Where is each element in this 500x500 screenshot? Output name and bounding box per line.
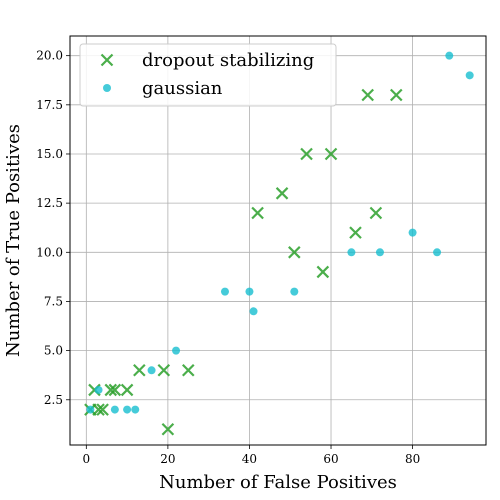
x-axis-label: Number of False Positives [159, 472, 397, 493]
data-point-dropout-stabilizing [161, 422, 175, 436]
data-point-dropout-stabilizing [316, 265, 330, 279]
y-tick-label: 17.5 [36, 98, 63, 112]
data-point-dropout-stabilizing [349, 226, 362, 239]
data-point-dropout-stabilizing [361, 88, 375, 102]
data-point-dropout-stabilizing [275, 187, 289, 200]
data-point-gaussian [445, 51, 454, 60]
legend-label: gaussian [142, 78, 223, 99]
x-tick-label: 40 [242, 452, 257, 466]
data-point-dropout-stabilizing [120, 383, 134, 397]
data-point-dropout-stabilizing [389, 88, 403, 102]
data-point-dropout-stabilizing [92, 403, 105, 416]
y-tick-label: 10.0 [36, 245, 63, 259]
plot-points [84, 51, 474, 436]
data-point-gaussian [347, 248, 356, 257]
y-tick-label: 12.5 [36, 196, 63, 210]
data-point-dropout-stabilizing [300, 147, 313, 161]
data-point-gaussian [94, 385, 103, 394]
y-axis: 2.5 5.0 7.5 10.0 12.5 15.0 17.5 20.0 [36, 49, 70, 407]
data-point-gaussian [220, 287, 229, 296]
data-point-gaussian [172, 346, 181, 355]
data-point-gaussian [249, 307, 258, 316]
data-point-dropout-stabilizing [181, 364, 195, 377]
y-tick-label: 5.0 [44, 344, 63, 358]
y-tick-label: 15.0 [36, 147, 63, 161]
data-point-dropout-stabilizing [251, 206, 264, 220]
x-tick-label: 80 [405, 452, 420, 466]
data-point-gaussian [433, 248, 442, 257]
data-point-dropout-stabilizing [133, 364, 146, 377]
legend-marker-dot [103, 84, 111, 92]
data-point-gaussian [123, 405, 132, 414]
y-tick-label: 2.5 [44, 393, 63, 407]
x-tick-label: 0 [82, 452, 90, 466]
data-point-dropout-stabilizing [369, 206, 383, 220]
data-point-gaussian [465, 71, 474, 80]
x-axis: 0 20 40 60 80 [82, 445, 420, 466]
legend-marker-x [100, 53, 114, 67]
data-point-dropout-stabilizing [96, 403, 109, 416]
data-point-gaussian [245, 287, 254, 296]
data-point-gaussian [147, 366, 156, 375]
data-point-dropout-stabilizing [104, 383, 118, 397]
data-point-dropout-stabilizing [324, 147, 338, 161]
data-point-dropout-stabilizing [108, 383, 122, 397]
data-point-dropout-stabilizing [157, 364, 171, 377]
data-point-dropout-stabilizing [288, 246, 301, 259]
plot-frame [69, 35, 487, 446]
legend-box [79, 43, 337, 107]
data-point-gaussian [86, 405, 95, 414]
y-tick-label: 20.0 [36, 49, 63, 63]
y-axis-label: Number of True Positives [3, 124, 24, 357]
data-point-gaussian [408, 228, 417, 237]
data-point-gaussian [110, 405, 119, 414]
x-tick-label: 20 [160, 452, 175, 466]
y-tick-label: 7.5 [44, 294, 63, 308]
legend-label: dropout stabilizing [142, 50, 314, 71]
x-tick-label: 60 [323, 452, 338, 466]
data-point-gaussian [131, 405, 140, 414]
data-point-gaussian [375, 248, 384, 257]
data-point-gaussian [290, 287, 299, 296]
legend: dropout stabilizing gaussian [79, 43, 337, 107]
